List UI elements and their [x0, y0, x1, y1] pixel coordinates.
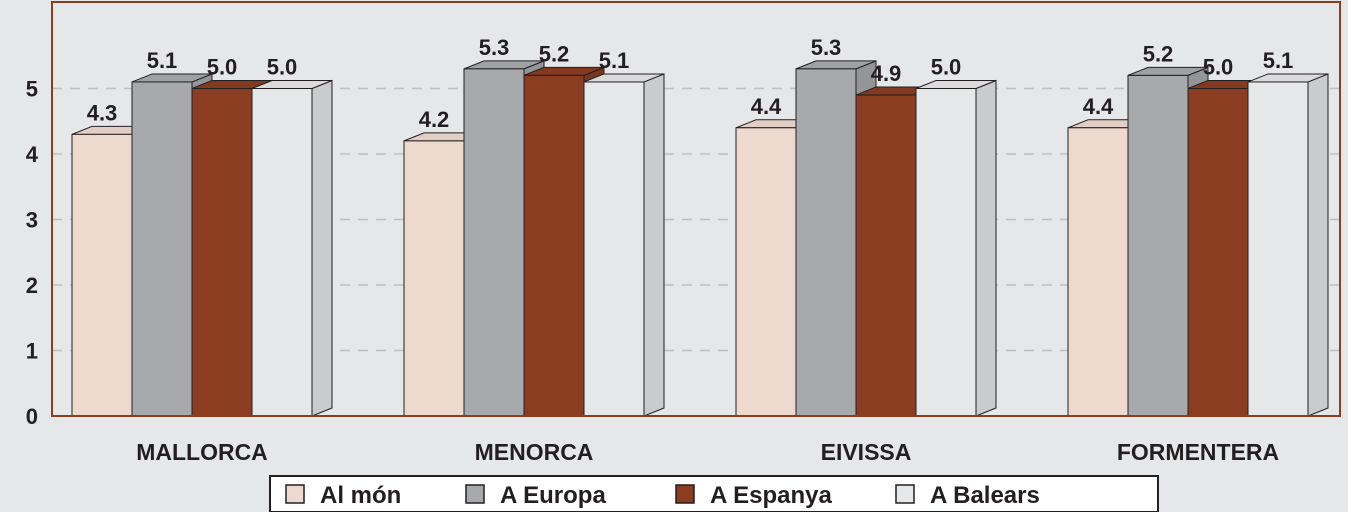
- data-label: 4.2: [419, 107, 450, 132]
- data-label: 5.1: [1263, 48, 1294, 73]
- data-label: 5.3: [811, 35, 842, 60]
- x-category-label: MENORCA: [475, 439, 594, 465]
- data-label: 5.1: [147, 48, 178, 73]
- plot-frame: [51, 1, 1341, 417]
- bar: [251, 79, 333, 417]
- legend-entry: A Espanya: [710, 482, 832, 509]
- bar-side: [311, 79, 333, 417]
- legend-swatch: [895, 484, 915, 504]
- bar: [1247, 73, 1329, 417]
- data-label: 5.3: [479, 35, 510, 60]
- bar-front: [735, 127, 797, 417]
- bar-front: [1187, 88, 1249, 417]
- y-tick-label: 1: [26, 339, 38, 364]
- legend: Al món A Europa A Espanya A Balears: [269, 475, 1159, 512]
- y-tick-label: 3: [26, 208, 38, 233]
- x-axis-categories: MALLORCA MENORCA EIVISSA FORMENTERA: [136, 439, 1279, 465]
- legend-swatch: [285, 484, 305, 504]
- x-category-label: EIVISSA: [821, 439, 912, 465]
- bar: [915, 79, 997, 417]
- bar-front: [251, 88, 313, 417]
- legend-entry: A Europa: [500, 482, 606, 509]
- legend-entry: Al món: [320, 482, 401, 509]
- legend-box: [269, 475, 1159, 512]
- bar-front: [463, 68, 525, 417]
- x-category-label: MALLORCA: [136, 439, 268, 465]
- bar-front: [915, 88, 977, 417]
- y-tick-label: 0: [26, 404, 38, 429]
- bar-front: [191, 88, 253, 417]
- bar-front: [403, 140, 465, 417]
- bar-front: [71, 133, 133, 417]
- bar-front: [1067, 127, 1129, 417]
- data-label: 5.0: [207, 55, 238, 80]
- data-label: 4.9: [871, 61, 902, 86]
- data-label: 4.4: [1083, 94, 1114, 119]
- bar-front: [523, 74, 585, 417]
- y-tick-label: 2: [26, 273, 38, 298]
- x-category-label: FORMENTERA: [1117, 439, 1279, 465]
- data-label: 5.0: [1203, 55, 1234, 80]
- bars: 4.3 5.1 5.0 5.0 4.2 5.3 5.2 5.1 4.4 5.3 4.9 5.0 4.4 5…: [71, 35, 1329, 417]
- y-axis-ticks: 0 1 2 3 4 5: [26, 77, 39, 430]
- bar-front: [795, 68, 857, 417]
- y-tick-label: 4: [26, 142, 39, 167]
- bar-front: [1247, 81, 1309, 417]
- bar: [583, 73, 665, 417]
- bar-front: [131, 81, 193, 417]
- legend-swatch: [675, 484, 695, 504]
- bar-front: [855, 94, 917, 417]
- data-label: 5.2: [539, 41, 570, 66]
- data-label: 5.2: [1143, 41, 1174, 66]
- bar-front: [583, 81, 645, 417]
- bar-side: [1307, 73, 1329, 417]
- legend-entry: A Balears: [930, 482, 1040, 509]
- data-label: 5.1: [599, 48, 630, 73]
- bar-front: [1127, 74, 1189, 417]
- data-label: 5.0: [931, 55, 962, 80]
- data-label: 4.3: [87, 100, 118, 125]
- legend-swatch: [465, 484, 485, 504]
- y-tick-label: 5: [26, 77, 38, 102]
- data-label: 5.0: [267, 55, 298, 80]
- bar-side: [975, 79, 997, 417]
- bar-side: [643, 73, 665, 417]
- data-label: 4.4: [751, 94, 782, 119]
